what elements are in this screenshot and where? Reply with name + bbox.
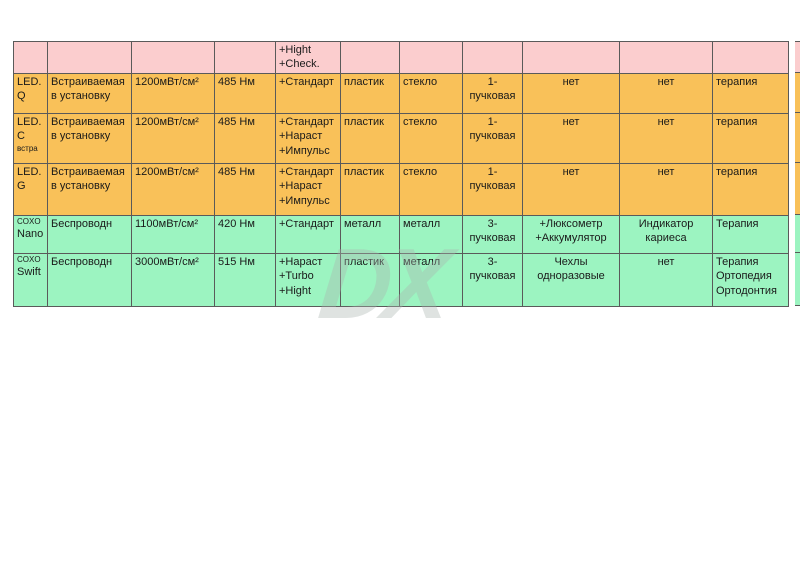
table-cell: Встраиваемая в установку — [47, 113, 132, 164]
table-cell: терапия — [712, 113, 789, 164]
table-cell-line: C — [17, 130, 25, 143]
table-cell: стекло — [399, 113, 463, 164]
table-cell: 1200мВт/см² — [131, 163, 215, 216]
table-cell: 1200мВт/см² — [131, 73, 215, 114]
cropped-next-column-sliver — [795, 41, 800, 306]
table-cell: 485 Нм — [214, 113, 276, 164]
table-cell: Беспроводн — [47, 253, 132, 307]
table-cell: нет — [522, 73, 620, 114]
table-cell: пластик — [340, 113, 400, 164]
table-cell: 1200мВт/см² — [131, 113, 215, 164]
table-cell: 485 Нм — [214, 73, 276, 114]
table-cell: металл — [340, 215, 400, 254]
table-cell: металл — [399, 215, 463, 254]
table-cell: пластик — [340, 163, 400, 216]
table-cell: Индикатор кариеса — [619, 215, 713, 254]
sliver-cell — [795, 73, 800, 113]
table-cell — [214, 41, 276, 74]
table-row: COXO Nano Беспроводн 1100мВт/см² 420 Нм +Стан… — [13, 215, 789, 254]
table-cell: 1- пучковая — [462, 163, 523, 216]
table-cell: терапия — [712, 163, 789, 216]
table-cell — [462, 41, 523, 74]
table-cell: нет — [522, 163, 620, 216]
table-cell — [47, 41, 132, 74]
table-cell: +Стандарт — [275, 215, 341, 254]
table-cell-line: LED. — [17, 166, 42, 178]
table-cell: 3- пучковая — [462, 215, 523, 254]
table-cell: +Стандарт +Нараст +Импульс — [275, 163, 341, 216]
table-cell — [619, 41, 713, 74]
table-cell-line: COXO — [17, 217, 41, 226]
table-cell: нет — [619, 163, 713, 216]
table-cell-line: G — [17, 180, 26, 193]
table-cell: нет — [619, 253, 713, 307]
table-cell: COXO Nano — [13, 215, 48, 254]
table-cell: 1- пучковая — [462, 73, 523, 114]
table-cell-line: Q — [17, 90, 26, 103]
table-cell: Терапия Ортопедия Ортодонтия — [712, 253, 789, 307]
table-cell: 515 Нм — [214, 253, 276, 307]
table-cell-line: Swift — [17, 265, 41, 278]
table-cell — [399, 41, 463, 74]
table-cell: стекло — [399, 73, 463, 114]
table-cell: терапия — [712, 73, 789, 114]
table-cell: 3- пучковая — [462, 253, 523, 307]
table-cell: нет — [619, 73, 713, 114]
table-row: LED. G Встраиваемая в установку 1200мВт/см²… — [13, 163, 789, 216]
table-cell: COXO Swift — [13, 253, 48, 307]
comparison-table-body: +Hight +Check. LED. Q Встраиваемая в устано… — [13, 41, 789, 307]
sliver-cell — [795, 113, 800, 163]
table-cell: Встраиваемая в установку — [47, 163, 132, 216]
sliver-cell — [795, 41, 800, 73]
table-cell-line: встра — [17, 143, 38, 153]
comparison-table: +Hight +Check. LED. Q Встраиваемая в устано… — [13, 41, 789, 307]
table-cell — [522, 41, 620, 74]
table-row: LED. Q Встраиваемая в установку 1200мВт/см²… — [13, 73, 789, 114]
sliver-cell — [795, 215, 800, 253]
table-cell: 485 Нм — [214, 163, 276, 216]
table-cell-line: COXO — [17, 255, 41, 264]
table-cell: пластик — [340, 253, 400, 307]
table-cell — [13, 41, 48, 74]
table-cell: Чехлы одноразовые — [522, 253, 620, 307]
table-cell: +Hight +Check. — [275, 41, 341, 74]
table-cell — [131, 41, 215, 74]
table-cell: 1100мВт/см² — [131, 215, 215, 254]
table-cell: металл — [399, 253, 463, 307]
table-cell-line: LED. — [17, 116, 42, 128]
table-row: COXO Swift Беспроводн 3000мВт/см² 515 Нм +Нар… — [13, 253, 789, 307]
sliver-cell — [795, 163, 800, 215]
table-cell: +Стандарт — [275, 73, 341, 114]
table-cell: LED. G — [13, 163, 48, 216]
table-cell: пластик — [340, 73, 400, 114]
table-cell: LED. Q — [13, 73, 48, 114]
table-cell-line: Nano — [17, 227, 44, 240]
table-cell: нет — [522, 113, 620, 164]
table-cell: стекло — [399, 163, 463, 216]
table-cell: Терапия — [712, 215, 789, 254]
table-cell: 3000мВт/см² — [131, 253, 215, 307]
table-cell: +Стандарт +Нараст +Импульс — [275, 113, 341, 164]
table-cell — [340, 41, 400, 74]
sliver-cell — [795, 253, 800, 306]
table-cell: 420 Нм — [214, 215, 276, 254]
table-cell: нет — [619, 113, 713, 164]
table-cell: Встраиваемая в установку — [47, 73, 132, 114]
table-cell: +Люксометр +Аккумулятор — [522, 215, 620, 254]
table-cell — [712, 41, 789, 74]
table-cell: +Нараст +Turbo +Hight — [275, 253, 341, 307]
table-cell: Беспроводн — [47, 215, 132, 254]
table-cell-line: LED. — [17, 76, 42, 88]
table-cell: 1- пучковая — [462, 113, 523, 164]
table-row: +Hight +Check. — [13, 41, 789, 74]
